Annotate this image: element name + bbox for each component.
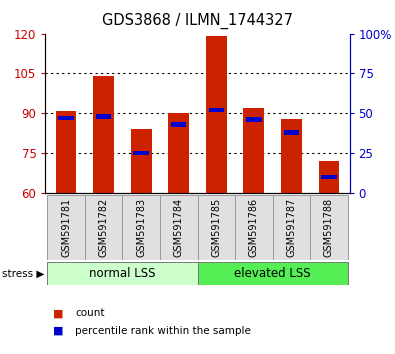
Text: percentile rank within the sample: percentile rank within the sample (75, 326, 251, 336)
Bar (171, 122, 186, 127)
Bar (273, 195, 310, 260)
Text: elevated LSS: elevated LSS (234, 267, 311, 280)
Text: GSM591786: GSM591786 (249, 198, 259, 257)
Bar (243, 108, 264, 193)
Text: ■: ■ (53, 308, 64, 318)
Bar (281, 119, 302, 193)
Bar (198, 195, 235, 260)
Bar (284, 130, 299, 135)
Text: count: count (75, 308, 105, 318)
Bar (93, 76, 114, 193)
Bar (209, 108, 224, 113)
Bar (56, 110, 76, 193)
Bar (319, 161, 339, 193)
Bar (58, 116, 74, 120)
Bar (198, 262, 348, 285)
Text: GSM591782: GSM591782 (99, 198, 109, 257)
Bar (321, 175, 337, 179)
Bar (206, 36, 227, 193)
Text: GSM591781: GSM591781 (61, 198, 71, 257)
Bar (96, 114, 111, 119)
Bar (122, 195, 160, 260)
Text: GSM591784: GSM591784 (174, 198, 184, 257)
Text: normal LSS: normal LSS (89, 267, 156, 280)
Bar (246, 117, 261, 122)
Bar (131, 129, 152, 193)
Bar (47, 262, 198, 285)
Bar (235, 195, 273, 260)
Bar (310, 195, 348, 260)
Text: ■: ■ (53, 326, 64, 336)
Bar (134, 151, 149, 155)
Text: GSM591783: GSM591783 (136, 198, 146, 257)
Bar (47, 195, 85, 260)
Text: GSM591788: GSM591788 (324, 198, 334, 257)
Text: stress ▶: stress ▶ (2, 268, 44, 279)
Bar (85, 195, 122, 260)
Text: GSM591787: GSM591787 (286, 198, 296, 257)
Bar (160, 195, 198, 260)
Bar (168, 113, 189, 193)
Text: GDS3868 / ILMN_1744327: GDS3868 / ILMN_1744327 (102, 12, 293, 29)
Text: GSM591785: GSM591785 (211, 198, 221, 257)
